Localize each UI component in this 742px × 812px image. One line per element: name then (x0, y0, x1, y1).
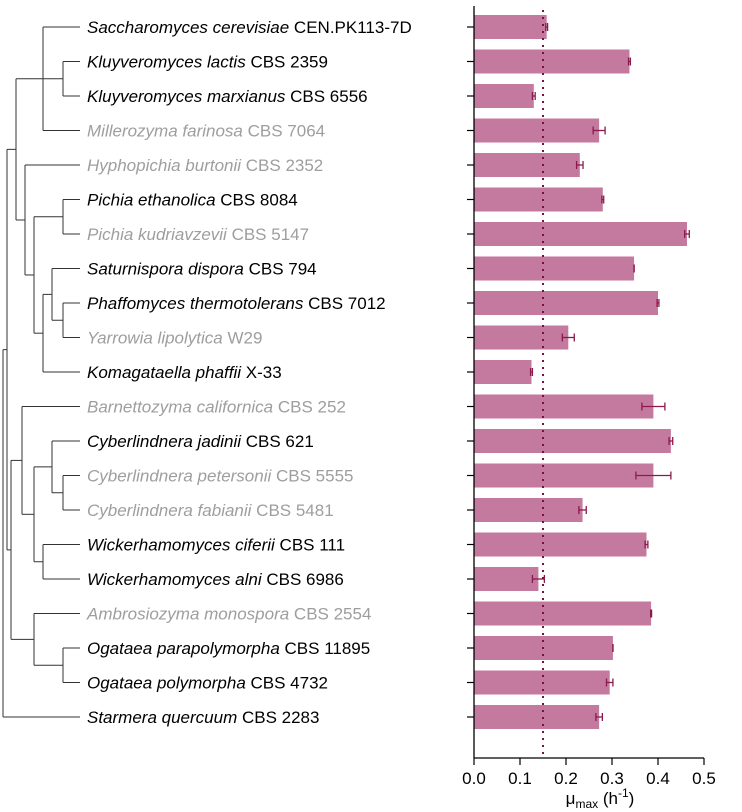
species-name: Kluyveromyces lactis (87, 53, 246, 72)
species-label: Starmera quercuum CBS 2283 (87, 708, 319, 727)
species-name: Cyberlindnera fabianii (87, 501, 253, 520)
species-name: Kluyveromyces marxianus (87, 87, 286, 106)
bar (474, 498, 583, 522)
bar (474, 429, 671, 453)
strain-id: CBS 2283 (237, 708, 319, 727)
bar (474, 601, 652, 626)
bar (474, 705, 600, 729)
species-name: Pichia kudriavzevii (87, 225, 228, 244)
species-label: Hyphopichia burtonii CBS 2352 (87, 156, 323, 175)
x-tick-label: 0.4 (646, 769, 670, 788)
strain-id: CBS 5481 (251, 501, 333, 520)
species-name: Yarrowia lipolytica (87, 329, 223, 348)
strain-id: CBS 11895 (280, 639, 370, 658)
species-label: Barnettozyma californica CBS 252 (87, 398, 346, 417)
x-tick-label: 0.2 (554, 769, 578, 788)
bar (474, 256, 635, 281)
x-tick-label: 0.0 (462, 769, 486, 788)
bar (474, 291, 658, 315)
phylogenetic-tree (2, 26, 80, 718)
species-name: Hyphopichia burtonii (87, 156, 242, 175)
species-label: Wickerhamomyces ciferii CBS 111 (87, 536, 345, 555)
bar (474, 15, 547, 39)
species-name: Ogataea parapolymorpha (87, 639, 280, 658)
bar (474, 463, 654, 488)
species-label: Saturnispora dispora CBS 794 (87, 260, 317, 279)
species-name: Pichia ethanolica (87, 191, 216, 210)
species-name: Barnettozyma californica (87, 398, 273, 417)
strain-id: CBS 4732 (246, 674, 328, 693)
species-label: Pichia kudriavzevii CBS 5147 (87, 225, 309, 244)
strain-id: CBS 2352 (241, 156, 323, 175)
bar (474, 222, 687, 246)
strain-id: CBS 7012 (303, 294, 385, 313)
x-tick-label: 0.3 (600, 769, 624, 788)
species-name: Phaffomyces thermotolerans (87, 294, 304, 313)
strain-id: CBS 6986 (262, 570, 344, 589)
species-label: Millerozyma farinosa CBS 7064 (87, 122, 325, 141)
species-label: Kluyveromyces lactis CBS 2359 (87, 53, 328, 72)
species-name: Ambrosiozyma monospora (86, 605, 289, 624)
strain-id: CBS 8084 (216, 191, 298, 210)
bar (474, 360, 532, 384)
species-label: Cyberlindnera fabianii CBS 5481 (87, 501, 334, 520)
species-label: Ogataea polymorpha CBS 4732 (87, 674, 328, 693)
species-label: Saccharomyces cerevisiae CEN.PK113-7D (87, 18, 412, 37)
species-name: Wickerhamomyces alni (87, 570, 263, 589)
strain-id: CBS 5555 (271, 467, 353, 486)
x-tick-label: 0.1 (508, 769, 532, 788)
strain-id: CBS 794 (244, 260, 317, 279)
species-name: Millerozyma farinosa (87, 122, 243, 141)
species-name: Starmera quercuum (87, 708, 237, 727)
species-labels: Saccharomyces cerevisiae CEN.PK113-7D Klu… (86, 18, 412, 727)
species-name: Saccharomyces cerevisiae (87, 18, 289, 37)
x-tick-label: 0.5 (692, 769, 716, 788)
species-label: Pichia ethanolica CBS 8084 (87, 191, 298, 210)
bar (474, 187, 603, 212)
strain-id: CBS 621 (241, 432, 314, 451)
species-label: Kluyveromyces marxianus CBS 6556 (87, 87, 368, 106)
strain-id: CBS 5147 (227, 225, 309, 244)
strain-id: CBS 6556 (285, 87, 367, 106)
species-label: Yarrowia lipolytica W29 (87, 329, 262, 348)
species-name: Wickerhamomyces ciferii (87, 536, 276, 555)
species-name: Komagataella phaffii (87, 363, 242, 382)
bar (474, 84, 534, 108)
species-name: Saturnispora dispora (87, 260, 244, 279)
bar (474, 394, 654, 419)
strain-id: CBS 111 (275, 536, 345, 555)
strain-id: CBS 2554 (289, 605, 371, 624)
x-axis-title: μmax (h-1) (566, 786, 635, 811)
bar (474, 532, 647, 557)
strain-id: CEN.PK113-7D (289, 18, 412, 37)
bar (474, 325, 569, 350)
strain-id: CBS 2359 (246, 53, 328, 72)
species-label: Cyberlindnera petersonii CBS 5555 (87, 467, 354, 486)
strain-id: CBS 7064 (243, 122, 325, 141)
strain-id: W29 (223, 329, 263, 348)
axes: 0.0 0.1 0.2 0.3 0.4 0.5 (462, 6, 716, 788)
species-label: Komagataella phaffii X-33 (87, 363, 282, 382)
strain-id: CBS 252 (273, 398, 346, 417)
bars (474, 10, 690, 758)
bar (474, 153, 580, 177)
bar (474, 118, 600, 143)
bar (474, 49, 630, 74)
species-name: Cyberlindnera petersonii (87, 467, 272, 486)
species-name: Cyberlindnera jadinii (87, 432, 242, 451)
species-name: Ogataea polymorpha (87, 674, 246, 693)
species-label: Ogataea parapolymorpha CBS 11895 (87, 639, 370, 658)
species-label: Ambrosiozyma monospora CBS 2554 (86, 605, 371, 624)
bar (474, 567, 539, 591)
species-label: Wickerhamomyces alni CBS 6986 (87, 570, 344, 589)
species-label: Cyberlindnera jadinii CBS 621 (87, 432, 314, 451)
bar (474, 670, 610, 695)
strain-id: X-33 (241, 363, 282, 382)
species-label: Phaffomyces thermotolerans CBS 7012 (87, 294, 386, 313)
